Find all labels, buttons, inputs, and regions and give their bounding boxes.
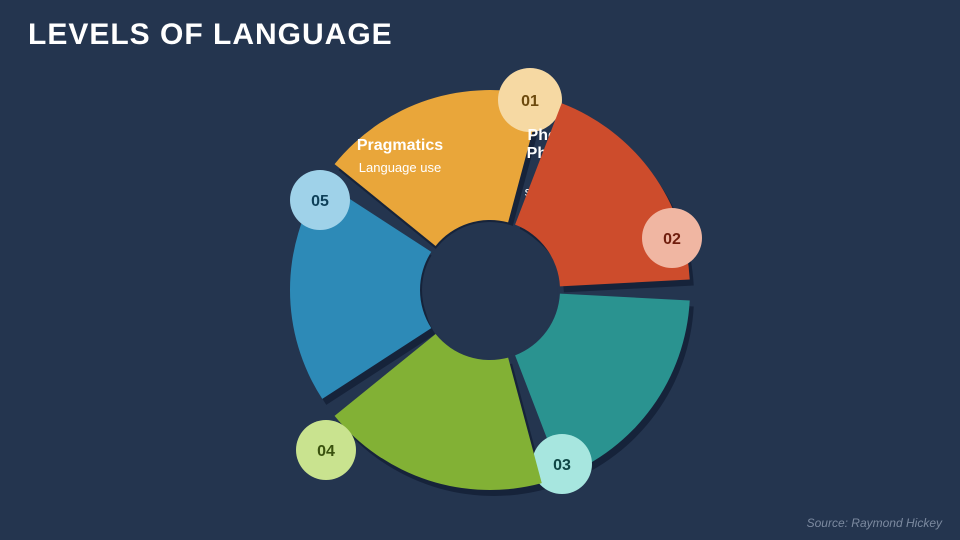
page-title: LEVELS OF LANGUAGE bbox=[28, 18, 393, 52]
svg-text:Pragmatics: Pragmatics bbox=[357, 137, 443, 154]
segment-number: 01 bbox=[521, 93, 539, 110]
svg-text:Language use: Language use bbox=[359, 160, 441, 175]
center-hole bbox=[422, 222, 558, 358]
segment-number: 04 bbox=[317, 443, 335, 460]
segment-number: 02 bbox=[663, 231, 681, 248]
source-text: Source: Raymond Hickey bbox=[807, 516, 942, 530]
diagram-canvas: Phonetics,PhonologyAll sounds,system sou… bbox=[0, 0, 960, 540]
segment-number: 05 bbox=[311, 193, 329, 210]
segment-number: 03 bbox=[553, 457, 571, 474]
